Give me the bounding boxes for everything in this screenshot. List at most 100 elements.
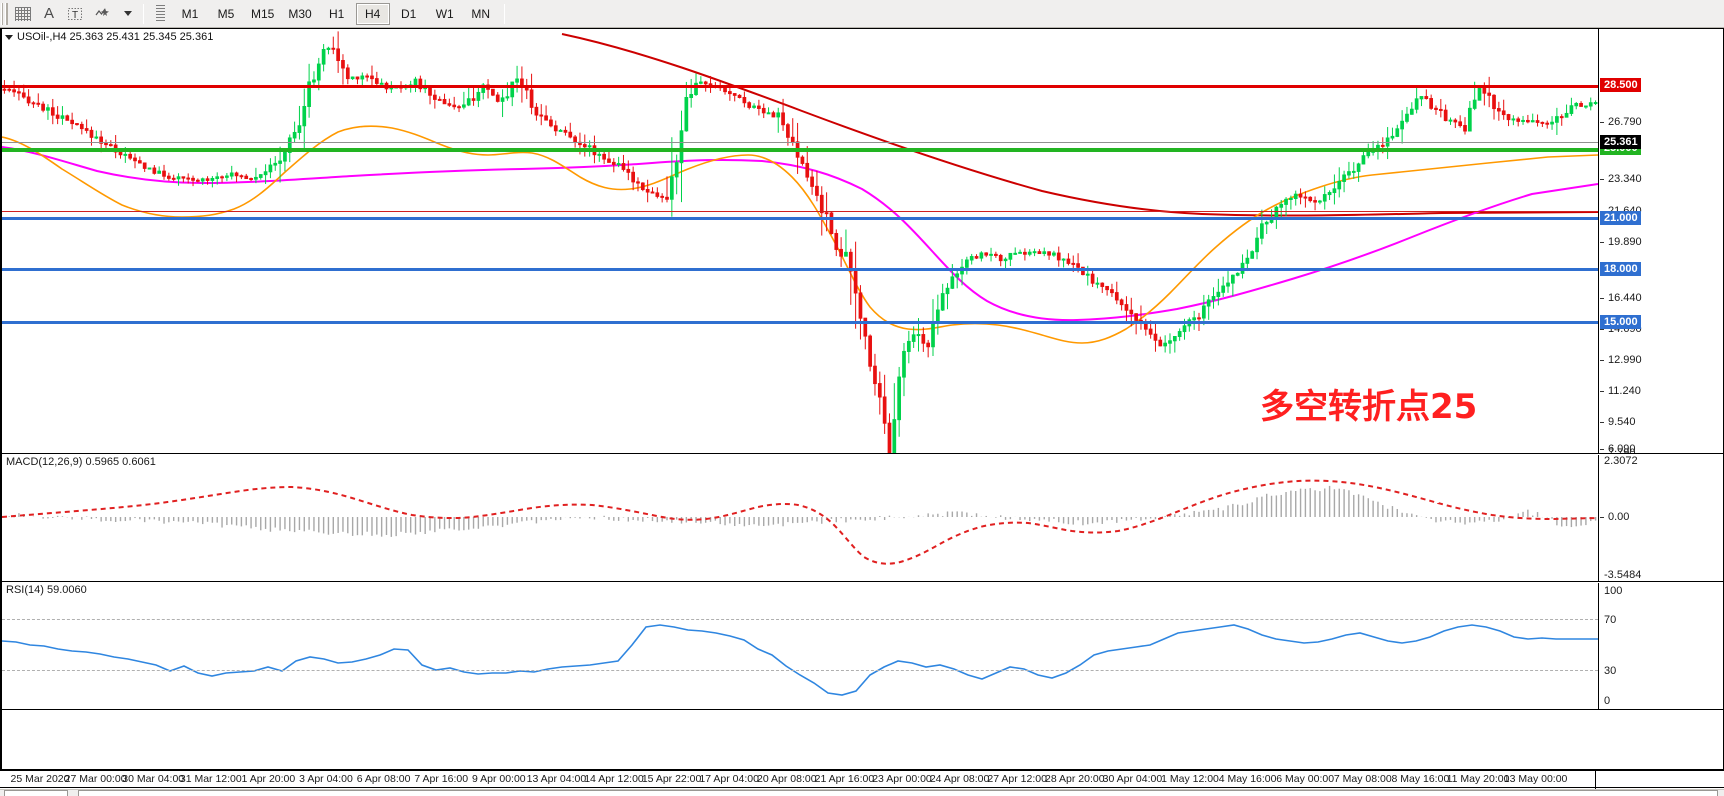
timeframe-button-m15[interactable]: M15 (251, 6, 275, 21)
price-axis[interactable]: 28.50026.79025.00023.34021.64021.00019.8… (1598, 29, 1723, 453)
rsi-label: RSI(14) 59.0060 (6, 584, 87, 596)
rsi-line (2, 624, 1598, 696)
time-tick-4: 1 Apr 20:00 (241, 773, 296, 785)
price-tick-23-340: 23.340 (1599, 173, 1642, 185)
timeframe-scale-icon (147, 2, 173, 26)
price-series-svg (2, 31, 1598, 453)
timeframe-button-m1[interactable]: M1 (181, 6, 199, 21)
timeframe-button-m5[interactable]: M5 (217, 6, 235, 21)
status-bar (0, 789, 1724, 796)
status-chip-main[interactable] (78, 790, 1718, 796)
rsi-level-70 (2, 619, 1598, 620)
time-tick-10: 14 Apr 12:00 (584, 773, 644, 785)
macd-series-svg (2, 479, 1598, 565)
time-tick-3: 31 Mar 12:00 (179, 773, 242, 785)
candlestick-group (2, 31, 1598, 453)
time-tick-0: 25 Mar 2020 (10, 773, 70, 785)
timeframe-button-d1[interactable]: D1 (401, 6, 417, 21)
chart-annotation-text: 多空转折点25 (1260, 387, 1478, 427)
status-chip-left[interactable] (4, 790, 68, 796)
time-tick-21: 4 May 16:00 (1218, 773, 1277, 785)
rsi-plot[interactable] (2, 583, 1598, 709)
rsi-tick-30: 30 (1604, 665, 1617, 677)
macd-tick-1: 0.00 (1599, 511, 1629, 523)
crosshair-grid-icon[interactable] (10, 2, 36, 26)
text-label-tool-icon[interactable]: T (62, 2, 88, 26)
rsi-axis[interactable]: 100 70 30 0 (1598, 583, 1723, 709)
price-level-label-18-000[interactable]: 18.000 (1600, 262, 1641, 276)
toolbar-separator-end (503, 3, 505, 24)
rsi-tick-0: 0 (1604, 695, 1611, 707)
price-pane[interactable]: 多空转折点25 USOil-,H4 25.363 25.431 25.345 2… (2, 29, 1723, 454)
support-line-21000[interactable] (2, 217, 1598, 220)
rsi-level-30 (2, 670, 1598, 671)
macd-pane[interactable]: MACD(12,26,9) 0.5965 0.6061 2.3072 0.00 -3… (2, 455, 1723, 582)
time-tick-12: 17 Apr 04:00 (699, 773, 759, 785)
time-tick-14: 21 Apr 16:00 (814, 773, 875, 785)
price-tick-11-240: 11.240 (1599, 385, 1641, 397)
macd-tick-0: 2.3072 (1604, 455, 1638, 467)
time-tick-22: 6 May 00:00 (1276, 773, 1335, 785)
time-tick-16: 24 Apr 08:00 (929, 773, 990, 785)
time-tick-11: 15 Apr 22:00 (641, 773, 702, 785)
rsi-tick-70: 70 (1604, 614, 1617, 626)
time-tick-17: 27 Apr 12:00 (987, 773, 1047, 785)
time-tick-7: 7 Apr 16:00 (414, 773, 469, 785)
time-tick-24: 8 May 16:00 (1391, 773, 1450, 785)
support-line-18000[interactable] (2, 268, 1598, 271)
price-tick-6-090: 6.090 (1599, 443, 1636, 453)
rsi-pane[interactable]: RSI(14) 59.0060 100 70 30 0 (2, 583, 1723, 710)
time-tick-15: 23 Apr 00:00 (872, 773, 932, 785)
svg-text:T: T (72, 10, 78, 21)
toolbar-separator (143, 3, 144, 24)
current-price-line (2, 142, 1598, 143)
price-level-label-15-000[interactable]: 15.000 (1600, 315, 1641, 329)
objects-dropdown-icon[interactable] (114, 2, 140, 26)
time-tick-5: 3 Apr 04:00 (299, 773, 353, 785)
ma-red-flat-segment (2, 211, 1598, 212)
time-tick-6: 6 Apr 08:00 (356, 773, 411, 785)
text-tool-icon[interactable]: A (43, 5, 54, 22)
time-tick-26: 13 May 00:00 (1503, 773, 1568, 785)
time-tick-23: 7 May 08:00 (1333, 773, 1392, 785)
timeframe-button-w1[interactable]: W1 (435, 6, 454, 21)
rsi-tick-100: 100 (1604, 585, 1623, 597)
time-tick-18: 28 Apr 20:00 (1045, 773, 1105, 785)
time-tick-19: 30 Apr 04:00 (1102, 773, 1163, 785)
price-tick-9-540: 9.540 (1599, 416, 1636, 428)
macd-histogram-group (3, 485, 1597, 537)
toolbar-drag-handle[interactable] (1, 2, 8, 25)
price-tick-16-440: 16.440 (1599, 292, 1642, 304)
price-tick-7-790: 7.790 (1599, 447, 1636, 453)
price-plot[interactable]: 多空转折点25 (2, 29, 1598, 453)
macd-plot[interactable] (2, 455, 1598, 581)
symbol-caret-icon[interactable] (5, 34, 13, 40)
timeframe-button-h4[interactable]: H4 (355, 2, 390, 25)
macd-tick-2: -3.5484 (1604, 569, 1642, 581)
support-line-15000[interactable] (2, 321, 1598, 324)
price-level-label-21-000[interactable]: 21.000 (1600, 211, 1641, 225)
pivot-line-25000[interactable] (2, 148, 1598, 152)
macd-label: MACD(12,26,9) 0.5965 0.6061 (6, 456, 156, 468)
timeframe-button-mn[interactable]: MN (471, 6, 491, 21)
price-level-label-28-500[interactable]: 28.500 (1600, 78, 1641, 92)
timeframe-button-h1[interactable]: H1 (329, 6, 345, 21)
resistance-line-28500[interactable] (2, 85, 1598, 88)
timeframe-button-m30[interactable]: M30 (288, 6, 312, 21)
symbol-header-text: USOil-,H4 25.363 25.431 25.345 25.361 (17, 31, 214, 43)
current-price-label: 25.361 (1600, 135, 1641, 149)
time-tick-25: 11 May 20:00 (1446, 773, 1510, 785)
chart-area[interactable]: 多空转折点25 USOil-,H4 25.363 25.431 25.345 2… (0, 28, 1724, 770)
macd-axis[interactable]: 2.3072 0.00 -3.5484 (1598, 455, 1723, 581)
objects-tool-icon[interactable] (88, 2, 114, 26)
time-tick-2: 30 Mar 04:00 (122, 773, 185, 785)
chart-toolbar: A T M1 M5 M15 M30 H1 H4 D1 W1 MN (0, 0, 1724, 28)
time-tick-20: 1 May 12:00 (1161, 773, 1219, 785)
symbol-header: USOil-,H4 25.363 25.431 25.345 25.361 (5, 31, 213, 43)
time-axis[interactable]: 25 Mar 2020 27 Mar 00:00 30 Mar 04:00 31 Ma… (0, 770, 1724, 789)
time-tick-8: 9 Apr 00:00 (471, 773, 526, 785)
time-tick-9: 13 Apr 04:00 (526, 773, 587, 785)
time-axis-separator (1595, 771, 1596, 789)
rsi-series-svg (2, 624, 1598, 696)
